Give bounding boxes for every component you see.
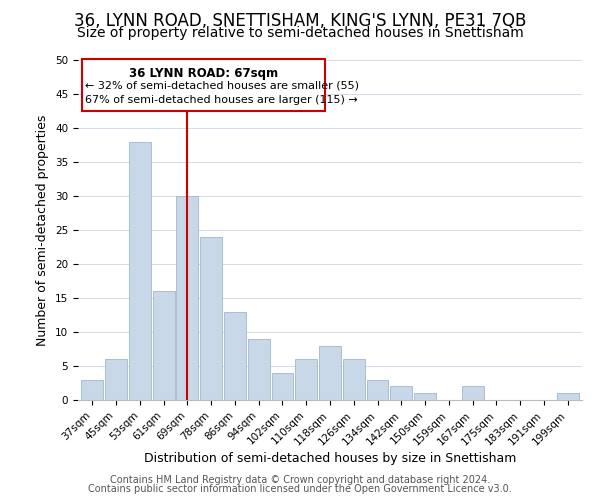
Bar <box>343 359 365 400</box>
Bar <box>319 346 341 400</box>
Bar <box>248 339 269 400</box>
Bar <box>176 196 198 400</box>
Text: Size of property relative to semi-detached houses in Snettisham: Size of property relative to semi-detach… <box>77 26 523 40</box>
Bar <box>295 359 317 400</box>
X-axis label: Distribution of semi-detached houses by size in Snettisham: Distribution of semi-detached houses by … <box>144 452 516 465</box>
Bar <box>82 380 103 400</box>
Text: 36 LYNN ROAD: 67sqm: 36 LYNN ROAD: 67sqm <box>129 67 278 80</box>
Bar <box>367 380 388 400</box>
Bar <box>557 393 578 400</box>
Bar <box>200 237 222 400</box>
Bar <box>82 58 325 111</box>
Y-axis label: Number of semi-detached properties: Number of semi-detached properties <box>37 114 49 346</box>
Text: 36, LYNN ROAD, SNETTISHAM, KING'S LYNN, PE31 7QB: 36, LYNN ROAD, SNETTISHAM, KING'S LYNN, … <box>74 12 526 30</box>
Bar <box>272 373 293 400</box>
Bar <box>105 359 127 400</box>
Bar <box>152 291 175 400</box>
Bar <box>129 142 151 400</box>
Bar <box>462 386 484 400</box>
Bar <box>414 393 436 400</box>
Text: 67% of semi-detached houses are larger (115) →: 67% of semi-detached houses are larger (… <box>85 96 358 106</box>
Text: Contains HM Land Registry data © Crown copyright and database right 2024.: Contains HM Land Registry data © Crown c… <box>110 475 490 485</box>
Text: Contains public sector information licensed under the Open Government Licence v3: Contains public sector information licen… <box>88 484 512 494</box>
Bar <box>391 386 412 400</box>
Text: ← 32% of semi-detached houses are smaller (55): ← 32% of semi-detached houses are smalle… <box>85 80 359 90</box>
Bar <box>224 312 246 400</box>
